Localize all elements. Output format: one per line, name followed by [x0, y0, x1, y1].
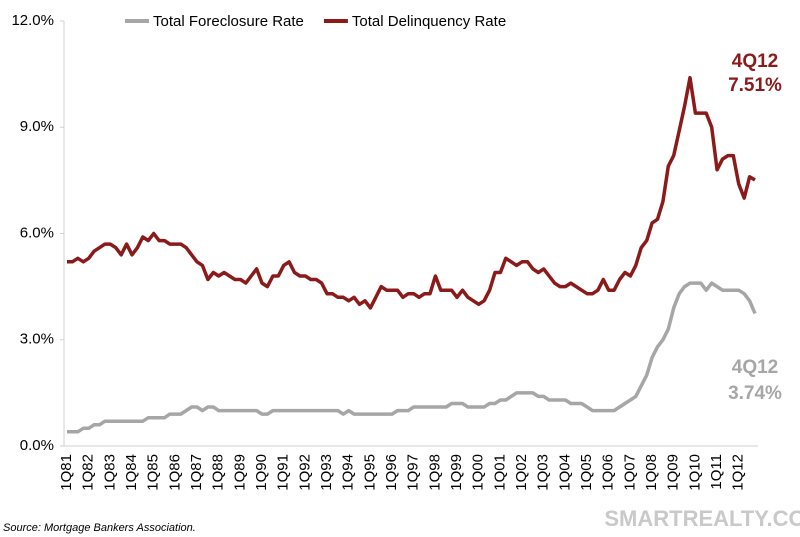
x-tick-label: 1Q82	[80, 454, 97, 491]
legend-label: Total Delinquency Rate	[352, 13, 506, 30]
y-tick-label: 12.0%	[11, 12, 54, 29]
x-tick-label: 1Q02	[513, 454, 530, 491]
y-tick-label: 0.0%	[20, 437, 54, 454]
x-tick-label: 1Q96	[383, 454, 400, 491]
x-tick-label: 1Q03	[535, 454, 552, 491]
x-tick-label: 1Q08	[643, 454, 660, 491]
x-tick-label: 1Q01	[491, 454, 508, 491]
x-tick-label: 1Q98	[426, 454, 443, 491]
x-tick-label: 1Q81	[58, 454, 75, 491]
annotation: 4Q12	[732, 357, 778, 378]
x-tick-label: 1Q90	[253, 454, 270, 491]
y-tick-label: 9.0%	[20, 118, 54, 135]
x-tick-label: 1Q99	[448, 454, 465, 491]
source-note: Source: Mortgage Bankers Association.	[3, 522, 196, 534]
x-tick-label: 1Q91	[275, 454, 292, 491]
x-tick-label: 1Q92	[296, 454, 313, 491]
x-tick-label: 1Q94	[340, 454, 357, 491]
x-tick-label: 1Q97	[405, 454, 422, 491]
annotation: 7.51%	[728, 75, 782, 96]
x-tick-label: 1Q05	[578, 454, 595, 491]
x-tick-label: 1Q00	[470, 454, 487, 491]
x-tick-label: 1Q85	[145, 454, 162, 491]
series-line	[67, 75, 756, 310]
x-tick-label: 1Q89	[231, 454, 248, 491]
x-tick-label: 1Q93	[318, 454, 335, 491]
x-tick-label: 1Q04	[556, 454, 573, 491]
x-tick-label: 1Q88	[210, 454, 227, 491]
watermark: SMARTREALTY.CO	[604, 506, 800, 531]
x-tick-label: 1Q87	[188, 454, 205, 491]
series-line	[67, 281, 757, 434]
x-tick-label: 1Q11	[708, 454, 725, 490]
y-tick-label: 6.0%	[20, 224, 54, 241]
x-tick-label: 1Q95	[361, 454, 378, 491]
x-tick-label: 1Q06	[600, 454, 617, 491]
x-tick-label: 1Q84	[123, 454, 140, 491]
x-tick-label: 1Q10	[686, 454, 703, 491]
annotation: 4Q12	[732, 51, 778, 72]
x-tick-label: 1Q83	[101, 454, 118, 491]
x-tick-label: 1Q12	[730, 454, 747, 491]
y-tick-label: 3.0%	[20, 331, 54, 348]
x-tick-label: 1Q07	[621, 454, 638, 491]
x-tick-label: 1Q09	[665, 454, 682, 491]
annotation: 3.74%	[728, 383, 782, 404]
x-tick-label: 1Q86	[166, 454, 183, 491]
legend-label: Total Foreclosure Rate	[153, 13, 304, 30]
